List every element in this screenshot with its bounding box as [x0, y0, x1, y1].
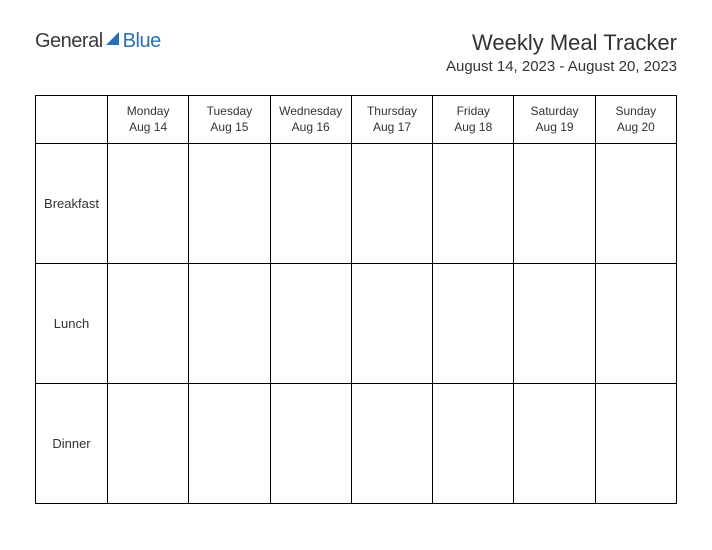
row-label-lunch: Lunch [36, 264, 108, 384]
day-name: Sunday [600, 104, 672, 120]
header: General Blue Weekly Meal Tracker August … [35, 30, 677, 75]
meal-cell [595, 264, 676, 384]
table-row-dinner: Dinner [36, 384, 677, 504]
meal-cell [595, 384, 676, 504]
col-header-monday: Monday Aug 14 [108, 96, 189, 144]
col-header-sunday: Sunday Aug 20 [595, 96, 676, 144]
day-name: Saturday [518, 104, 590, 120]
day-name: Thursday [356, 104, 428, 120]
col-header-tuesday: Tuesday Aug 15 [189, 96, 270, 144]
date-range: August 14, 2023 - August 20, 2023 [446, 58, 677, 75]
meal-cell [189, 384, 270, 504]
meal-cell [433, 264, 514, 384]
meal-cell [514, 264, 595, 384]
meal-cell [595, 144, 676, 264]
table-row-breakfast: Breakfast [36, 144, 677, 264]
col-header-thursday: Thursday Aug 17 [351, 96, 432, 144]
sail-icon [105, 30, 123, 53]
day-date: Aug 20 [600, 120, 672, 136]
day-name: Tuesday [193, 104, 265, 120]
meal-cell [351, 144, 432, 264]
meal-cell [514, 384, 595, 504]
meal-cell [270, 384, 351, 504]
corner-cell [36, 96, 108, 144]
meal-cell [433, 384, 514, 504]
meal-cell [433, 144, 514, 264]
col-header-saturday: Saturday Aug 19 [514, 96, 595, 144]
logo: General Blue [35, 30, 161, 53]
meal-cell [351, 264, 432, 384]
logo-text-general: General [35, 30, 103, 53]
row-label-breakfast: Breakfast [36, 144, 108, 264]
table-header-row: Monday Aug 14 Tuesday Aug 15 Wednesday A… [36, 96, 677, 144]
meal-cell [351, 384, 432, 504]
meal-cell [108, 144, 189, 264]
meal-cell [189, 264, 270, 384]
day-date: Aug 15 [193, 120, 265, 136]
day-date: Aug 17 [356, 120, 428, 136]
col-header-wednesday: Wednesday Aug 16 [270, 96, 351, 144]
col-header-friday: Friday Aug 18 [433, 96, 514, 144]
page-title: Weekly Meal Tracker [446, 30, 677, 56]
title-block: Weekly Meal Tracker August 14, 2023 - Au… [446, 30, 677, 75]
day-date: Aug 18 [437, 120, 509, 136]
table-row-lunch: Lunch [36, 264, 677, 384]
day-name: Monday [112, 104, 184, 120]
meal-cell [514, 144, 595, 264]
meal-cell [108, 384, 189, 504]
meal-cell [270, 264, 351, 384]
meal-cell [189, 144, 270, 264]
day-date: Aug 14 [112, 120, 184, 136]
day-name: Friday [437, 104, 509, 120]
meal-tracker-table: Monday Aug 14 Tuesday Aug 15 Wednesday A… [35, 95, 677, 504]
day-date: Aug 19 [518, 120, 590, 136]
meal-cell [270, 144, 351, 264]
row-label-dinner: Dinner [36, 384, 108, 504]
day-date: Aug 16 [275, 120, 347, 136]
logo-text-blue: Blue [123, 30, 161, 53]
day-name: Wednesday [275, 104, 347, 120]
meal-cell [108, 264, 189, 384]
